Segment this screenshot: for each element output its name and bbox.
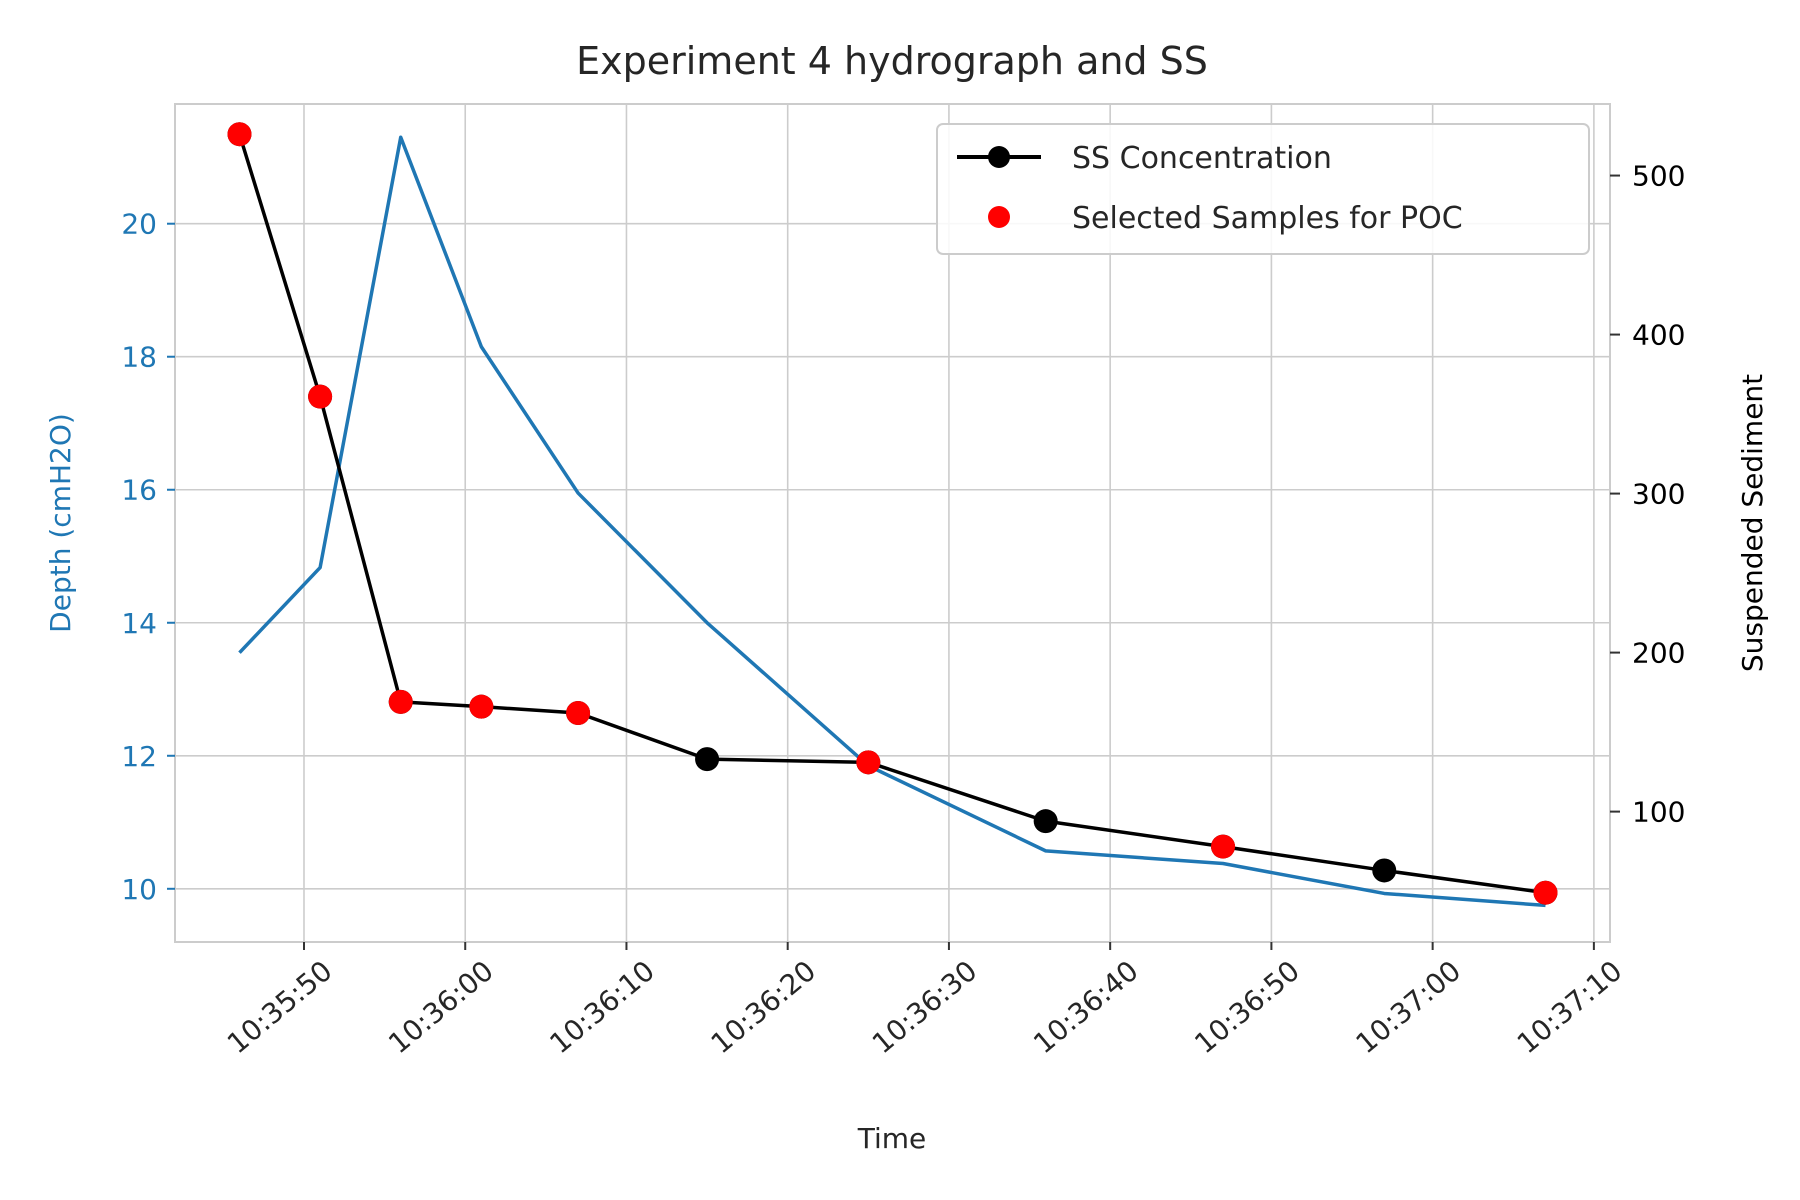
selected-point (1533, 880, 1558, 905)
y-right-tick-label: 300 (1632, 478, 1685, 511)
ss-point (1033, 809, 1058, 834)
legend-selected-marker (988, 206, 1010, 228)
y-right-tick-label: 200 (1632, 637, 1685, 670)
selected-point (1211, 834, 1236, 859)
selected-series (227, 122, 1558, 905)
selected-point (227, 122, 252, 147)
y-left-tick-label: 14 (121, 607, 157, 640)
y-axis-right-label: Suspended Sediment (1736, 374, 1769, 672)
y-right-tick-label: 100 (1632, 796, 1685, 829)
x-axis-label: Time (857, 1122, 927, 1155)
y-axis-left-label: Depth (cmH2O) (44, 413, 77, 633)
legend-ss-marker (988, 146, 1010, 168)
y-right-tick-label: 500 (1632, 160, 1685, 193)
legend-ss-label: SS Concentration (1072, 141, 1332, 176)
y-left-tick-label: 20 (121, 208, 157, 241)
plot-frame (174, 103, 1611, 943)
selected-point (856, 750, 881, 775)
y-left-tick-label: 16 (121, 474, 157, 507)
chart-title: Experiment 4 hydrograph and SS (576, 39, 1208, 83)
selected-point (469, 694, 494, 719)
ss-point (1372, 858, 1397, 883)
selected-point (308, 384, 333, 409)
ss-point (695, 747, 720, 772)
legend-selected-label: Selected Samples for POC (1072, 201, 1463, 236)
y-left-tick-label: 18 (121, 341, 157, 374)
y-right-tick-label: 400 (1632, 319, 1685, 352)
legend-box (936, 123, 1590, 255)
y-left-tick-label: 10 (121, 873, 157, 906)
depth-series (238, 135, 1546, 908)
depth-line (238, 135, 1546, 908)
y-left-tick-label: 12 (121, 740, 157, 773)
selected-point (566, 701, 591, 726)
legend: SS Concentration Selected Samples for PO… (936, 123, 1590, 255)
selected-point (388, 689, 413, 714)
